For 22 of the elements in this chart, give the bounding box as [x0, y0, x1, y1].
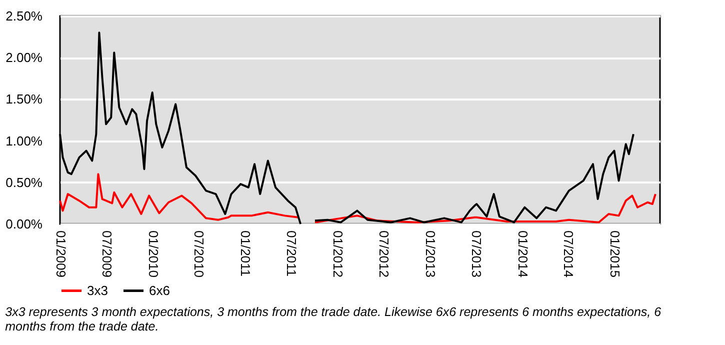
x-tick-label: 07/2014	[561, 230, 576, 278]
x-tick-label: 01/2010	[146, 230, 161, 278]
x-tick-label: 01/2012	[330, 230, 346, 278]
x-tick-label: 01/2011	[238, 230, 254, 277]
legend-label: 3x3	[87, 282, 108, 298]
x-tick-label: 01/2013	[423, 230, 438, 278]
y-tick-label: 1.00%	[6, 133, 43, 148]
x-tick-label: 01/2009	[54, 230, 68, 278]
y-tick-label: 0.00%	[6, 216, 43, 232]
legend-label: 6x6	[149, 282, 170, 298]
x-tick-label: 07/2012	[376, 230, 392, 278]
x-tick-label: 01/2015	[608, 230, 623, 278]
text: 3x3 represents 3 month expectations, 3 months from the trade date. Likewise 6x6 represents 6 months expectations, 6 months from the trade date.	[5, 305, 662, 334]
x-tick-label: 01/2014	[515, 230, 530, 278]
y-tick-label: 2.00%	[6, 50, 43, 66]
x-tick-label: 07/2009	[99, 230, 114, 278]
x-tick-label: 07/2011	[284, 230, 299, 277]
y-tick-label: 0.50%	[6, 174, 43, 190]
y-tick-label: 1.50%	[6, 92, 43, 107]
x-tick-label: 07/2013	[468, 230, 484, 278]
y-tick-label: 2.50%	[6, 8, 43, 24]
x-tick-label: 07/2010	[192, 230, 207, 278]
